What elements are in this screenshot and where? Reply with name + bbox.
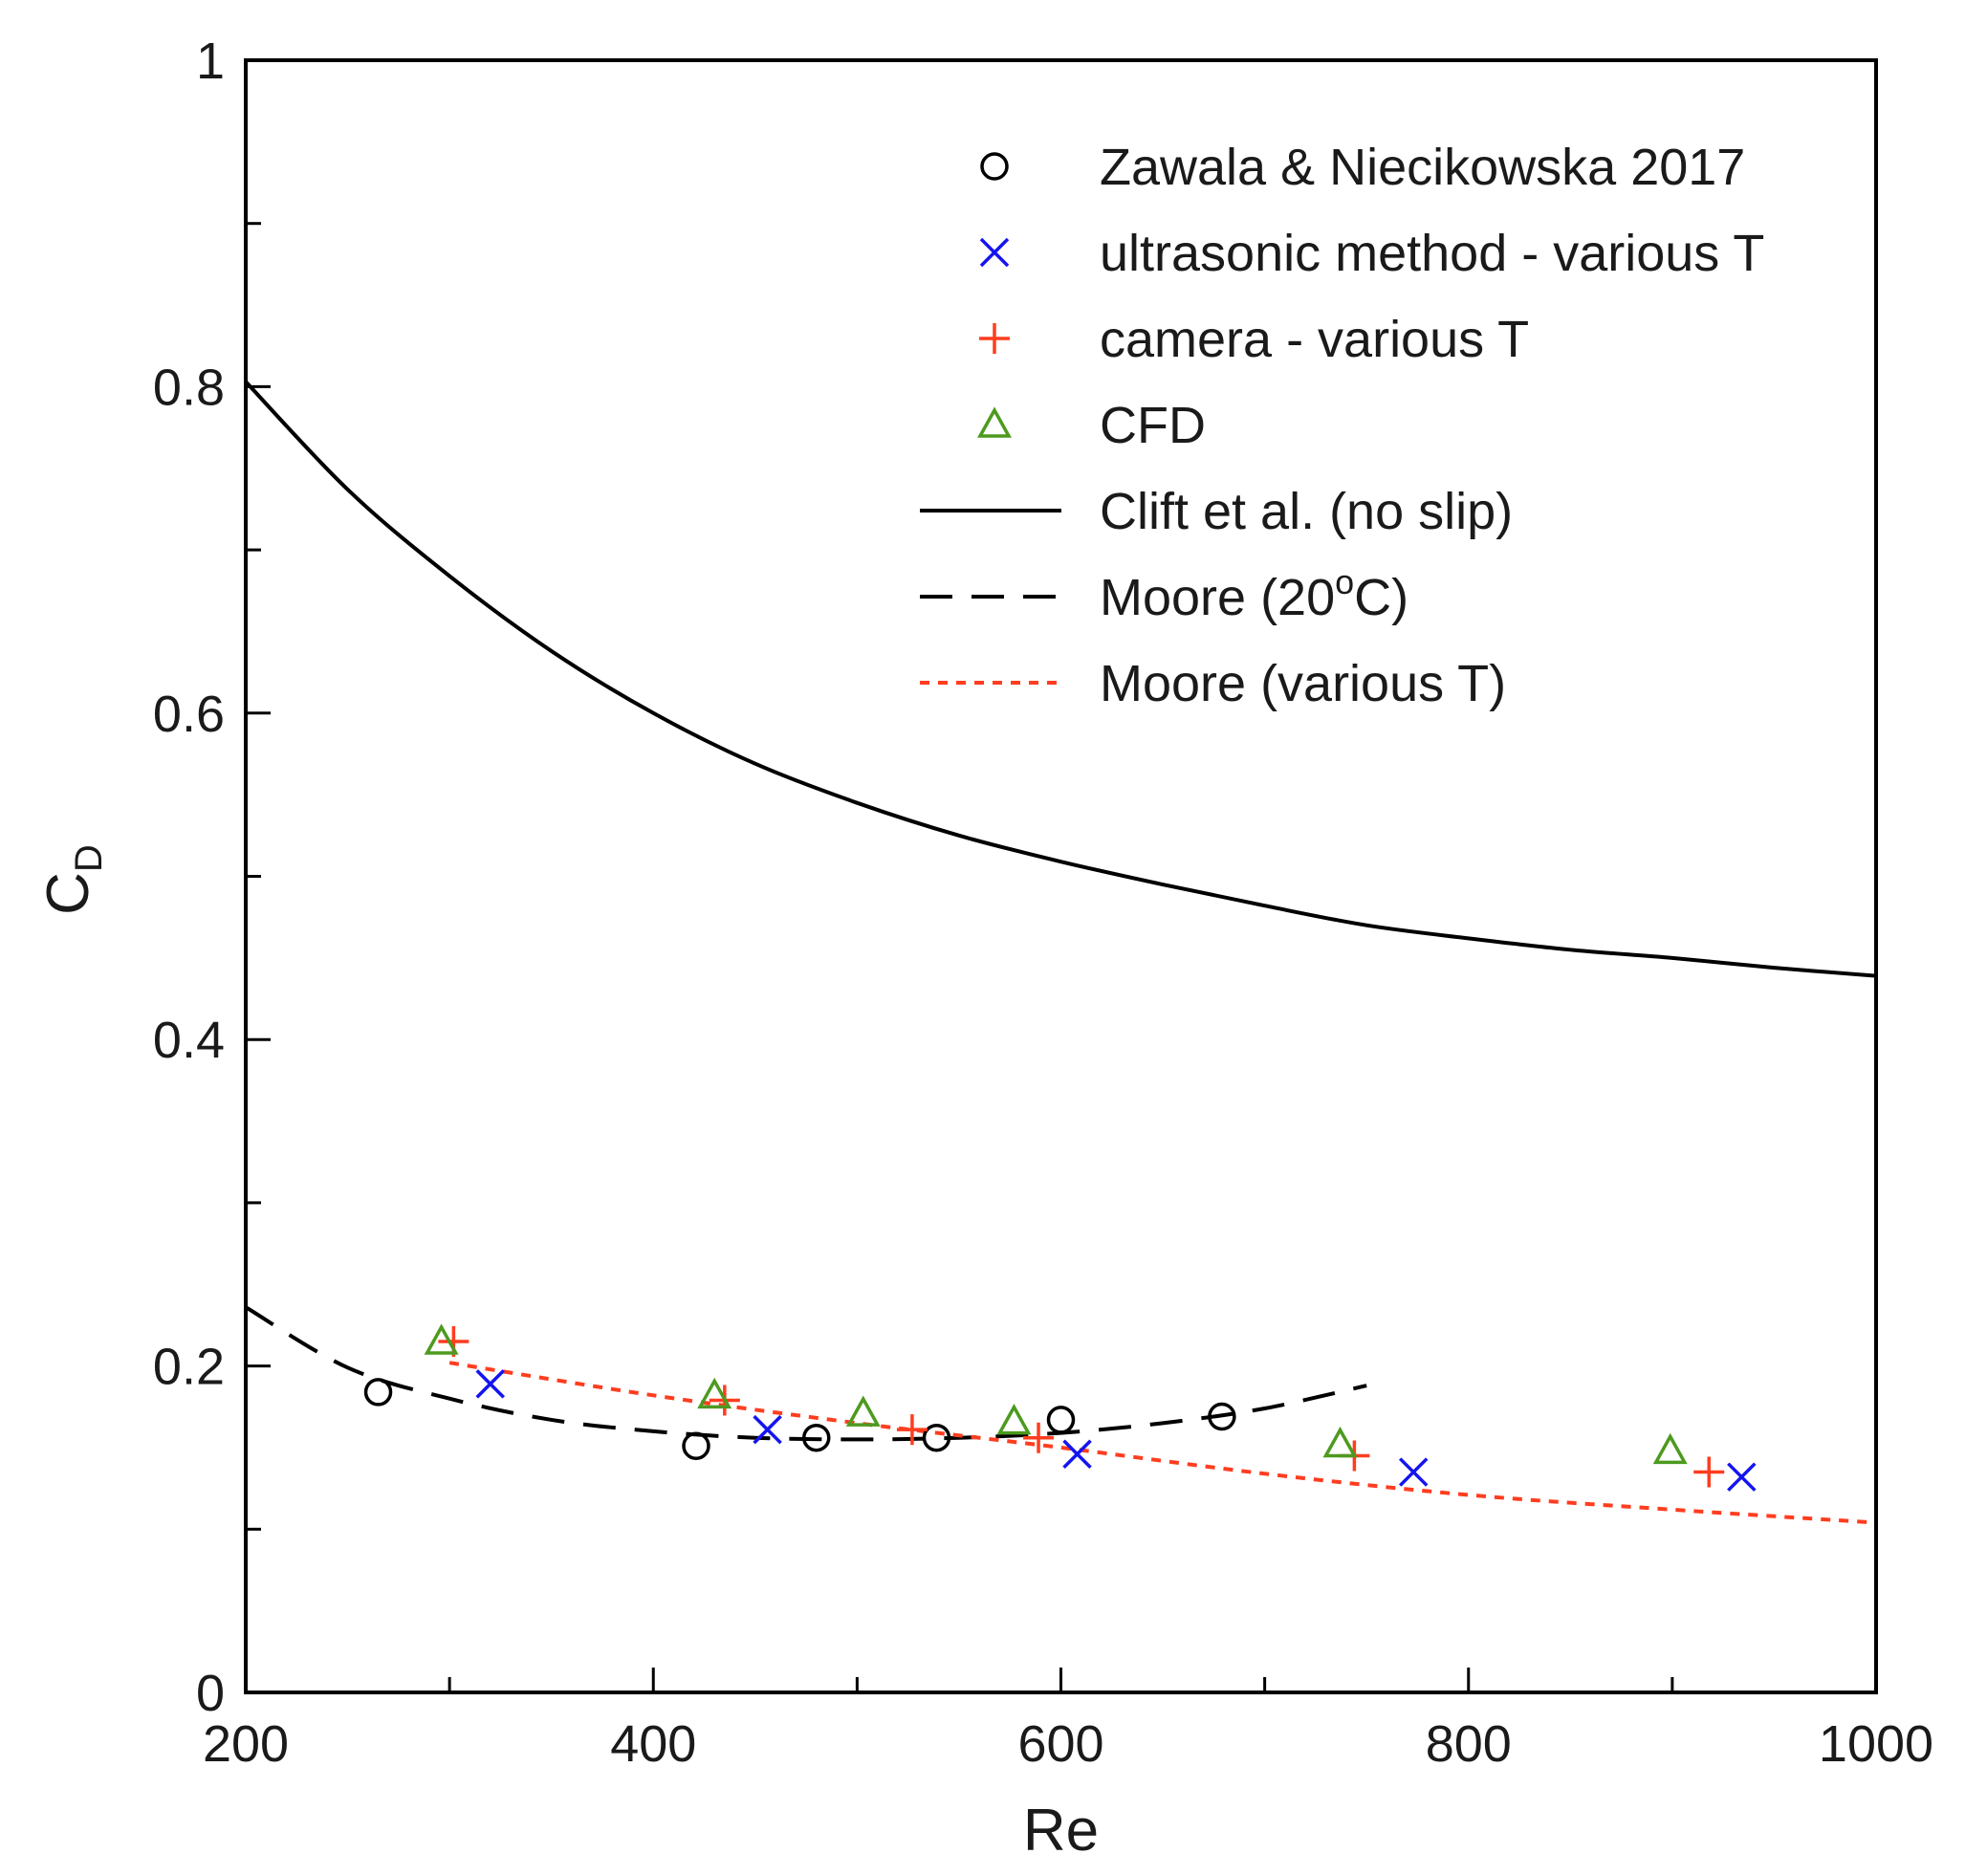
marker-cfd — [1322, 1426, 1358, 1458]
marker-cfd — [996, 1404, 1032, 1435]
legend-swatch-camera-various-t — [979, 323, 1010, 354]
legend-label-ultrasonic-method-various-t: ultrasonic method - various T — [1100, 225, 1764, 282]
legend-label-superscript: o — [1335, 562, 1354, 601]
marker-ultrasonic-method-various-t — [753, 1414, 782, 1445]
legend-label-cfd: CFD — [1100, 397, 1206, 454]
legend-label-camera-various-t: camera - various T — [1100, 311, 1529, 368]
y-tick-label: 0.4 — [153, 1012, 225, 1069]
y-axis-label-main: C — [35, 872, 101, 915]
y-tick-label: 0.8 — [153, 359, 225, 416]
x-tick-label: 200 — [203, 1715, 289, 1773]
marker-ultrasonic-method-various-t — [1398, 1457, 1429, 1487]
legend-label-zawala-niecikowska-2017: Zawala & Niecikowska 2017 — [1100, 139, 1745, 196]
curve-clift-et-al-no-slip — [244, 380, 1877, 978]
marker-cfd — [845, 1395, 881, 1427]
legend-label-text: Moore (20 — [1100, 569, 1335, 626]
y-tick-label: 1 — [196, 33, 225, 90]
marker-zawala-niecikowska-2017 — [1208, 1402, 1236, 1431]
axis-tick-labels: 200 400 600 800 1000 0 0.2 0.4 0.6 0.8 1 — [153, 33, 1933, 1773]
marker-zawala-niecikowska-2017 — [1046, 1406, 1076, 1434]
marker-zawala-niecikowska-2017 — [922, 1423, 951, 1452]
legend-label-text: C) — [1354, 569, 1408, 626]
marker-zawala-niecikowska-2017 — [363, 1378, 393, 1407]
legend-swatch-cfd — [977, 406, 1012, 438]
legend-label-moore-various-t: Moore (various T) — [1100, 655, 1506, 712]
series-lines — [244, 380, 1877, 1525]
series-markers — [363, 1323, 1757, 1492]
y-axis-label: CD — [35, 844, 110, 915]
legend-label-moore-20oc: Moore (20oC) — [1100, 562, 1408, 626]
curve-moore-20oc — [244, 1305, 1367, 1442]
marker-zawala-niecikowska-2017 — [682, 1431, 710, 1460]
y-axis-label-subscript: D — [68, 844, 110, 872]
legend: Zawala & Niecikowska 2017 ultrasonic meth… — [920, 139, 1764, 712]
plot-area-frame — [244, 58, 1878, 1694]
marker-ultrasonic-method-various-t — [1727, 1462, 1757, 1492]
marker-cfd — [424, 1323, 459, 1355]
x-tick-label: 800 — [1426, 1715, 1512, 1773]
marker-ultrasonic-method-various-t — [1062, 1439, 1092, 1470]
x-tick-label: 600 — [1017, 1715, 1103, 1773]
legend-swatch-ultrasonic-method-various-t — [979, 237, 1010, 268]
marker-camera-various-t — [1693, 1456, 1725, 1488]
marker-camera-various-t — [1023, 1422, 1055, 1453]
marker-cfd — [697, 1377, 732, 1409]
axis-ticks — [244, 58, 1878, 1694]
y-tick-label: 0 — [196, 1665, 225, 1722]
legend-swatch-zawala-niecikowska-2017 — [980, 152, 1009, 181]
x-tick-label: 400 — [610, 1715, 696, 1773]
marker-zawala-niecikowska-2017 — [802, 1423, 831, 1452]
curve-moore-various-t — [448, 1361, 1877, 1525]
marker-ultrasonic-method-various-t — [475, 1369, 505, 1399]
y-tick-label: 0.6 — [153, 686, 225, 743]
legend-label-clift-et-al-no-slip: Clift et al. (no slip) — [1100, 483, 1513, 540]
x-axis-label: Re — [1023, 1798, 1099, 1864]
y-tick-label: 0.2 — [153, 1339, 225, 1396]
marker-cfd — [1652, 1432, 1688, 1465]
x-tick-label: 1000 — [1819, 1715, 1933, 1773]
marker-camera-various-t — [896, 1414, 928, 1446]
